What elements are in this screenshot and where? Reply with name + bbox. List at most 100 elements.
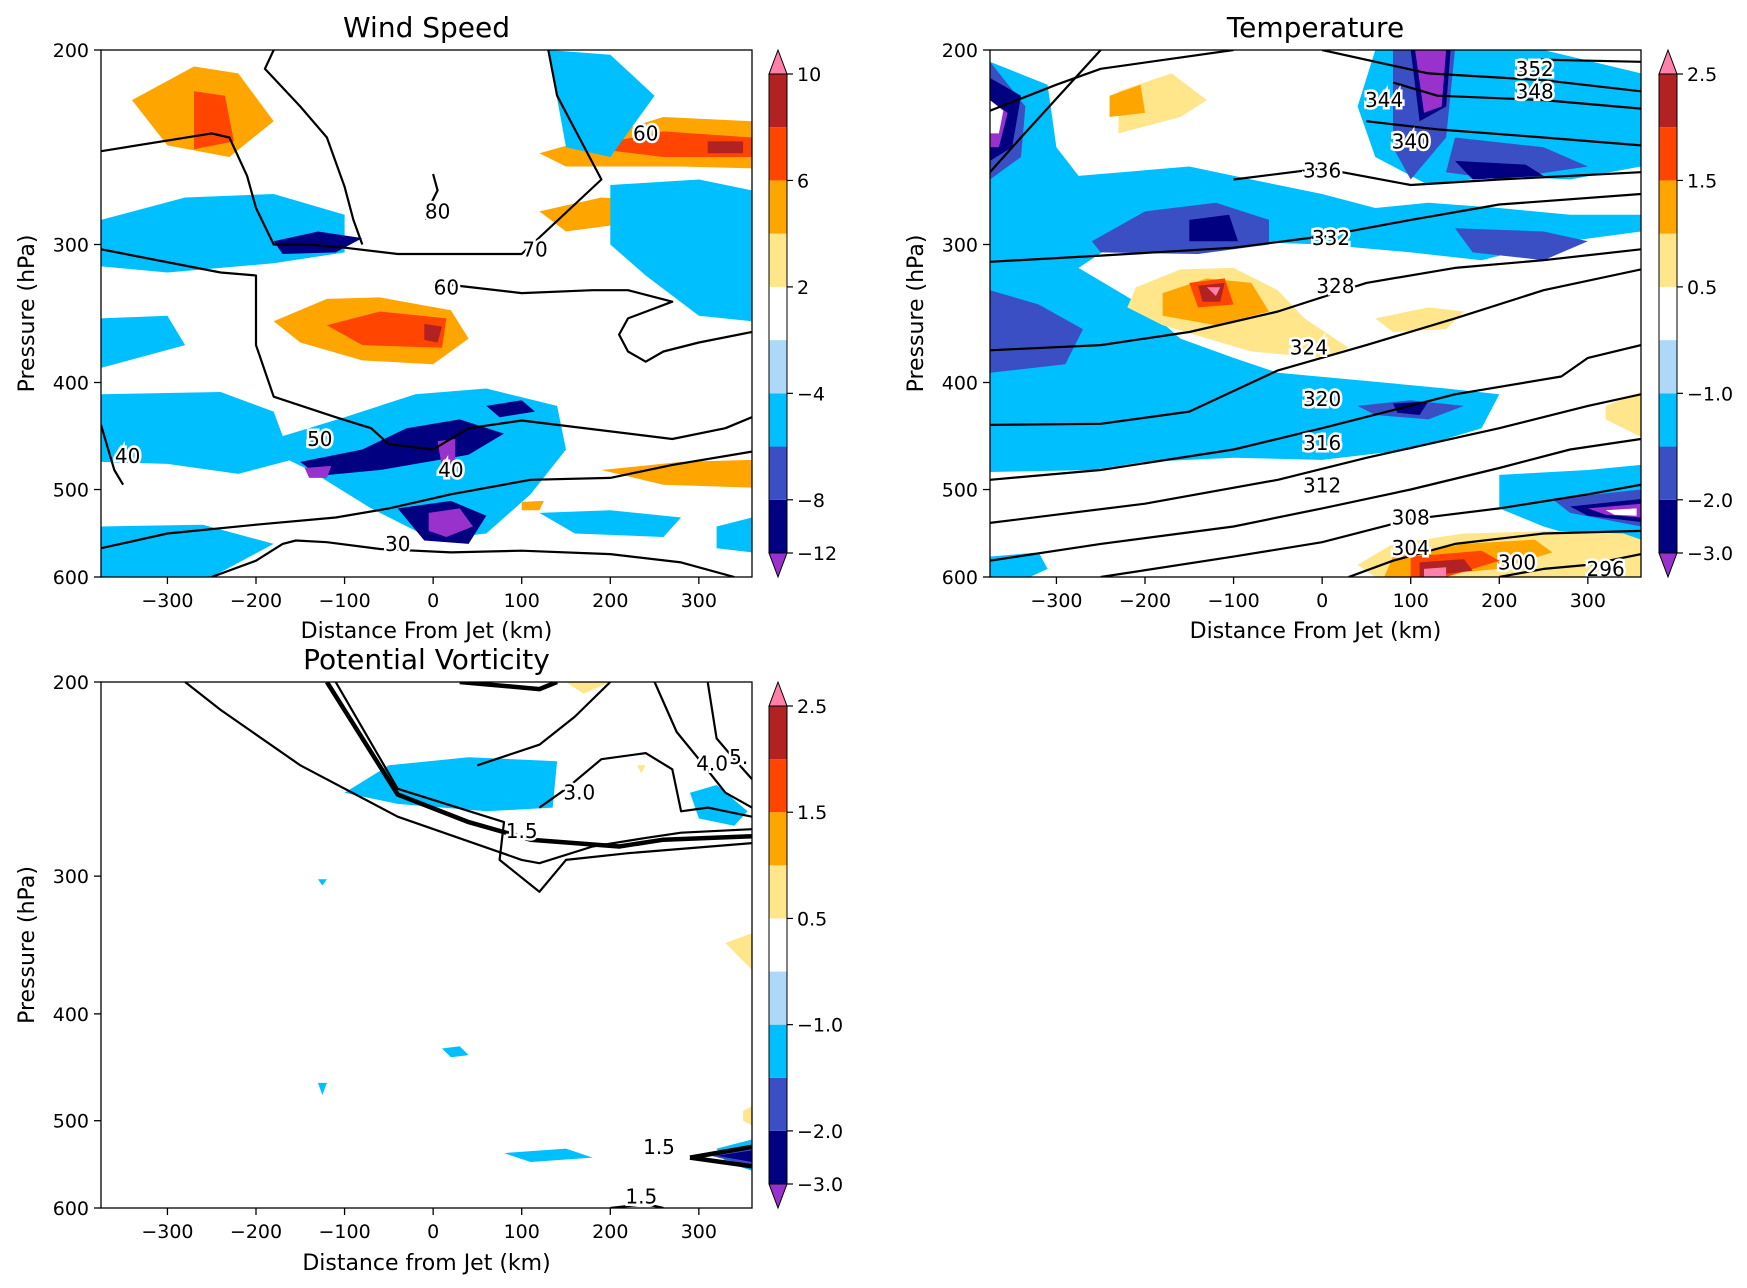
colorbar-band bbox=[1659, 340, 1677, 394]
panel-potential-vorticity: Potential Vorticity Distance from Jet (k… bbox=[15, 643, 843, 1276]
colorbar-band bbox=[1659, 127, 1677, 181]
colorbar-band bbox=[769, 286, 787, 341]
colorbar-band bbox=[769, 971, 787, 1025]
y-tick-label: 300 bbox=[942, 235, 978, 257]
y-tick-label: 300 bbox=[53, 866, 89, 888]
filled-contour-region bbox=[1455, 228, 1588, 261]
panel-title: Potential Vorticity bbox=[303, 643, 550, 676]
y-tick-label: 600 bbox=[942, 567, 978, 589]
x-tick-label: 200 bbox=[1481, 590, 1517, 612]
filled-contour-region bbox=[1109, 84, 1145, 117]
contour-line bbox=[990, 50, 1234, 112]
filled-contour-region bbox=[1415, 50, 1447, 113]
filled-contour-region bbox=[716, 517, 752, 553]
y-tick-label: 400 bbox=[942, 372, 978, 394]
contour-label: 5. bbox=[729, 745, 748, 769]
filled-contour-region bbox=[690, 785, 748, 826]
colorbar-band bbox=[1659, 286, 1677, 341]
colorbar-band bbox=[1659, 393, 1677, 447]
contour-label: 40 bbox=[438, 458, 463, 482]
filled-contour-region bbox=[1393, 401, 1429, 415]
contour-label: 344 bbox=[1365, 88, 1403, 112]
colorbar: −12 −8 −4 2 6 10 bbox=[768, 48, 837, 579]
x-tick-label: 100 bbox=[504, 1221, 540, 1243]
filled-contour-region bbox=[1375, 307, 1464, 332]
colorbar-extend-min bbox=[768, 552, 788, 579]
x-tick-label: 300 bbox=[681, 590, 717, 612]
x-tick-label: −100 bbox=[318, 590, 370, 612]
colorbar-tick-label: 0.5 bbox=[1687, 277, 1717, 299]
colorbar-band bbox=[1659, 74, 1677, 128]
contour-label: 70 bbox=[522, 237, 547, 261]
x-tick-label: 200 bbox=[592, 590, 628, 612]
contour-line bbox=[1499, 553, 1641, 577]
x-tick-label: −200 bbox=[230, 590, 282, 612]
y-tick-label: 500 bbox=[53, 480, 89, 502]
contour-line bbox=[990, 437, 1641, 562]
x-tick-label: 0 bbox=[427, 1221, 439, 1243]
filled-contour-region bbox=[716, 1150, 752, 1162]
contour-label: 296 bbox=[1587, 557, 1625, 581]
colorbar-tick-label: −3.0 bbox=[797, 1174, 843, 1196]
filled-contour-region bbox=[304, 465, 332, 478]
filled-contour-region bbox=[486, 400, 535, 418]
x-axis-label: Distance From Jet (km) bbox=[301, 619, 553, 644]
contour-line bbox=[432, 281, 752, 363]
colorbar-tick-label: −3.0 bbox=[1687, 543, 1733, 565]
filled-contour-region bbox=[1424, 567, 1447, 577]
x-tick-label: 100 bbox=[504, 590, 540, 612]
contour-line bbox=[1233, 167, 1641, 187]
filled-contour-region bbox=[428, 508, 473, 537]
contour-label: 3.0 bbox=[563, 781, 595, 805]
x-tick-label: −300 bbox=[141, 590, 193, 612]
contour-line bbox=[990, 248, 1641, 352]
colorbar-tick-label: −12 bbox=[797, 543, 837, 565]
plot-frame bbox=[100, 681, 753, 1209]
colorbar-band bbox=[769, 706, 787, 760]
x-axis-label: Distance From Jet (km) bbox=[1190, 619, 1442, 644]
contour-line bbox=[211, 539, 735, 577]
contour-line bbox=[184, 682, 752, 865]
colorbar-band bbox=[769, 499, 787, 553]
panel-temperature: Temperature Distance From Jet (km) Press… bbox=[904, 11, 1733, 644]
colorbar-tick-label: 10 bbox=[797, 64, 821, 86]
colorbar-band bbox=[1659, 499, 1677, 553]
contour-line bbox=[689, 1155, 752, 1169]
contour-line bbox=[101, 450, 752, 550]
x-tick-label: −100 bbox=[318, 1221, 370, 1243]
colorbar-band bbox=[1659, 233, 1677, 287]
colorbar-frame bbox=[768, 73, 788, 554]
filled-contour-region bbox=[1207, 287, 1221, 296]
x-tick-label: 200 bbox=[592, 1221, 628, 1243]
colorbar-band bbox=[769, 446, 787, 500]
contour-label: 348 bbox=[1516, 79, 1554, 103]
plot-frame bbox=[100, 49, 753, 578]
y-axis-label: Pressure (hPa) bbox=[904, 235, 929, 393]
contour-label: 30 bbox=[385, 532, 410, 556]
colorbar-tick-label: −4 bbox=[797, 383, 825, 405]
colorbar-band bbox=[769, 918, 787, 972]
x-tick-label: 0 bbox=[427, 590, 439, 612]
contour-line bbox=[101, 248, 752, 451]
contour-label: 324 bbox=[1290, 336, 1328, 360]
y-tick-label: 600 bbox=[53, 1198, 89, 1220]
filled-contour-region bbox=[1455, 160, 1544, 180]
y-axis-label: Pressure (hPa) bbox=[15, 235, 40, 393]
contour-line bbox=[990, 344, 1641, 481]
filled-contour-region bbox=[1198, 282, 1225, 302]
colorbar-extend-max bbox=[768, 680, 788, 707]
x-tick-label: 300 bbox=[681, 1221, 717, 1243]
colorbar-band bbox=[1659, 446, 1677, 500]
contour-label: 60 bbox=[434, 275, 459, 299]
contour-line bbox=[324, 682, 752, 849]
y-tick-label: 500 bbox=[53, 1111, 89, 1133]
filled-contour-region bbox=[725, 933, 752, 970]
filled-contour-region bbox=[636, 765, 646, 774]
y-tick-label: 400 bbox=[53, 1004, 89, 1026]
colorbar-extend-min bbox=[1658, 552, 1678, 579]
colorbar-tick-label: 2.5 bbox=[797, 696, 827, 718]
contour-line bbox=[689, 1144, 752, 1160]
filled-contour-region bbox=[437, 439, 456, 470]
colorbar-band bbox=[769, 759, 787, 813]
